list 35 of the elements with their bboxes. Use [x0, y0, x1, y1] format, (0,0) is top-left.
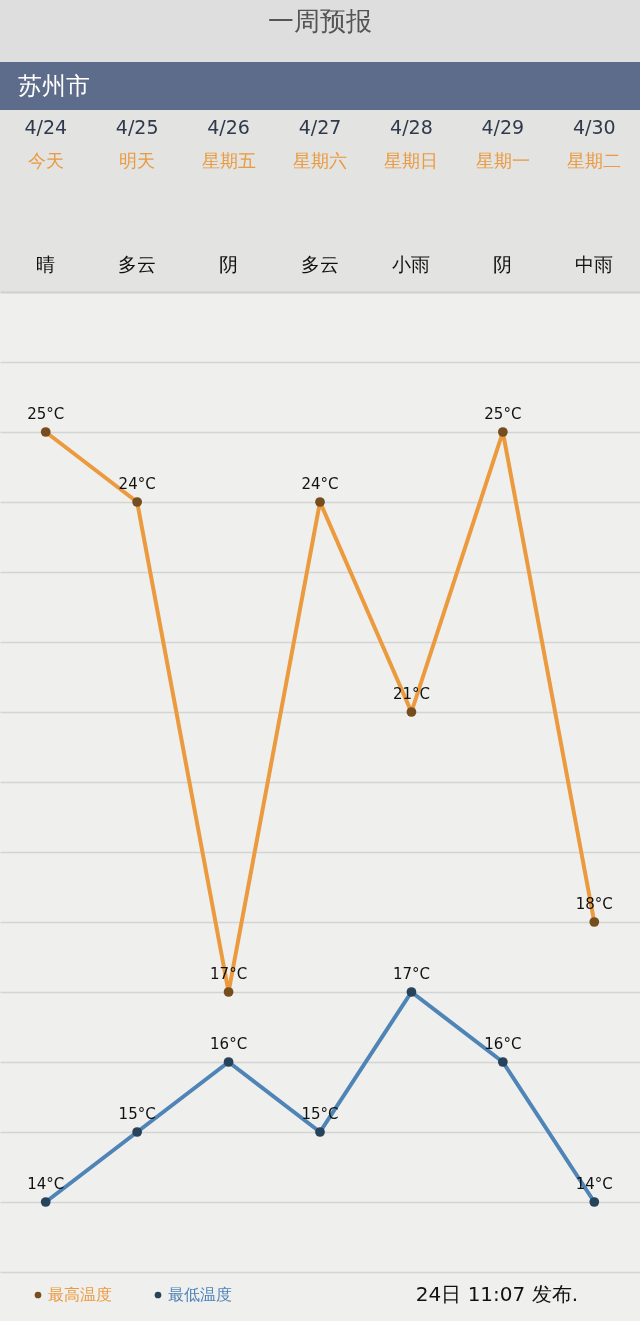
legend-label: 最低温度: [168, 1285, 232, 1304]
chart-title: 一周预报: [268, 6, 372, 36]
x-tick-label: 4/29: [481, 116, 525, 138]
x-tick-label: 4/28: [390, 116, 433, 138]
annotation: 24日 11:07 发布.: [415, 1282, 578, 1306]
x-tick-label: 4/27: [298, 116, 342, 138]
text: 阴: [219, 253, 239, 275]
x-tick-label: 4/24: [24, 116, 68, 138]
x-tick-label: 4/26: [207, 116, 250, 138]
data-label: 16°C: [484, 1035, 522, 1053]
data-label: 24°C: [301, 475, 339, 493]
data-label: 25°C: [27, 405, 65, 423]
data-label: 25°C: [484, 405, 522, 423]
text: 星期六: [293, 150, 347, 171]
text: 中雨: [575, 253, 614, 275]
x-tick-label: 4/25: [115, 116, 159, 138]
text: 星期二: [567, 150, 622, 171]
legend-label: 最高温度: [48, 1285, 112, 1304]
data-label: 17°C: [392, 965, 430, 983]
text: 小雨: [392, 253, 431, 275]
text: 晴: [36, 253, 56, 275]
x-tick-label: 4/30: [572, 116, 616, 138]
text: 多云: [301, 253, 339, 275]
text: 星期一: [475, 150, 530, 171]
text: 星期日: [384, 150, 439, 171]
chart-subtitle: 苏州市: [18, 72, 90, 100]
text: 今天: [27, 150, 64, 171]
text: 星期五: [201, 150, 256, 171]
text: 明天: [119, 150, 156, 171]
text: 多云: [118, 253, 157, 275]
data-label: 24°C: [118, 475, 156, 493]
data-label: 15°C: [118, 1105, 156, 1123]
text: 阴: [493, 253, 513, 275]
data-label: 14°C: [27, 1175, 65, 1193]
data-label: 16°C: [210, 1035, 248, 1053]
